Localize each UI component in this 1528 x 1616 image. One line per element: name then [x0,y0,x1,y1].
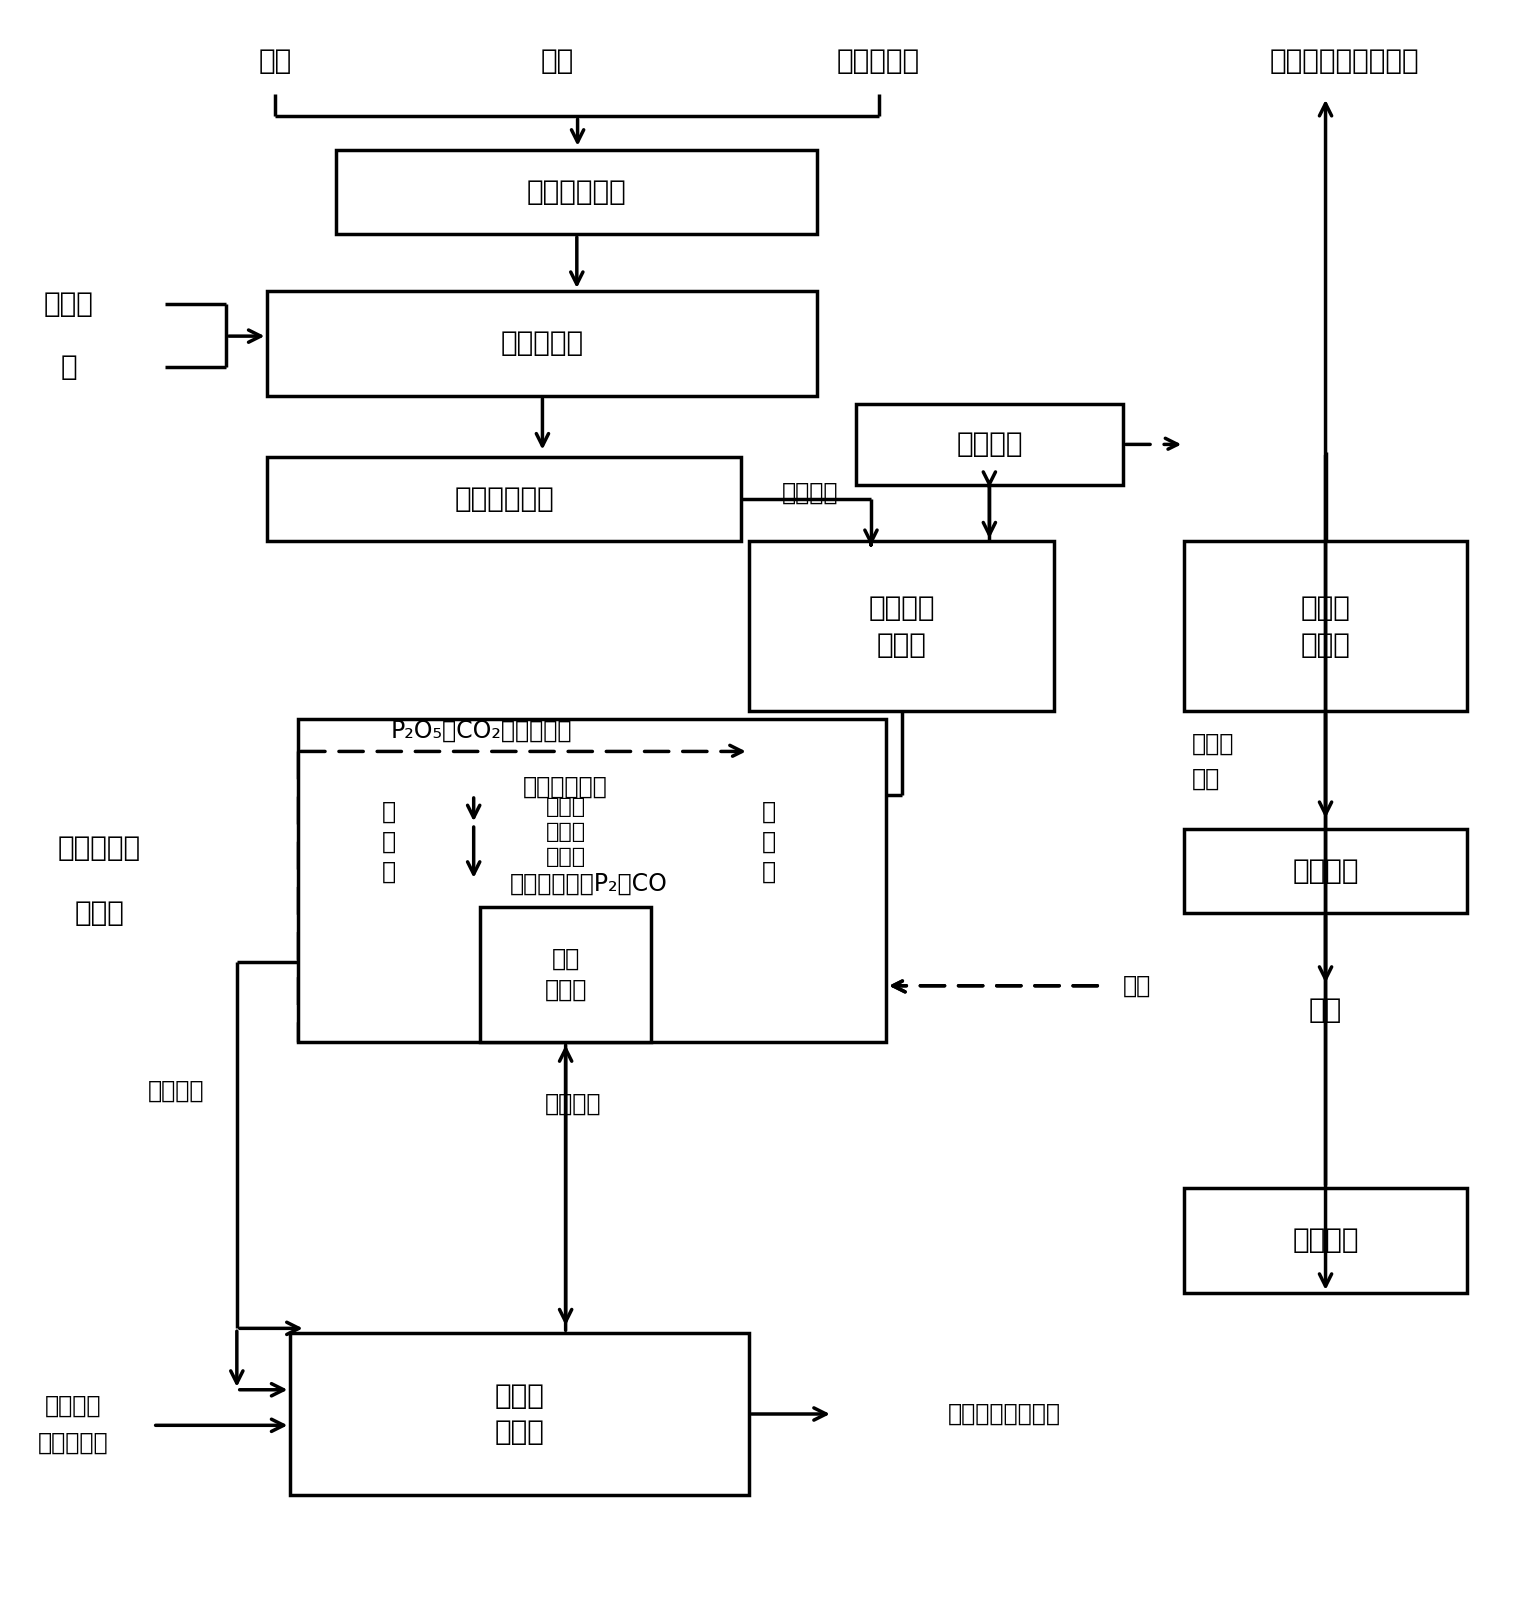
Text: 炭质还原剂: 炭质还原剂 [837,47,920,76]
Text: 磷酸精制: 磷酸精制 [1293,856,1358,886]
Bar [336,150,817,234]
Text: 磷矿: 磷矿 [258,47,292,76]
Bar [290,1333,749,1495]
Text: 部分回用，部分排放: 部分回用，部分排放 [1270,47,1420,76]
Text: 燃料、空气: 燃料、空气 [38,1432,108,1454]
Text: P₂O₅、CO₂等高温气体: P₂O₅、CO₂等高温气体 [391,719,571,742]
Bar [298,719,886,1042]
Text: 反应器: 反应器 [75,898,124,928]
Text: 旋风分离后的P₂、CO: 旋风分离后的P₂、CO [509,873,668,895]
Bar [267,457,741,541]
Text: 粒状物料: 粒状物料 [782,482,837,504]
Text: 硅石: 硅石 [541,47,575,76]
Bar [480,907,651,1042]
Text: 流体介质: 流体介质 [46,1395,101,1417]
Text: 预热粒状物料: 预热粒状物料 [523,776,608,798]
Text: 膨润土: 膨润土 [44,289,93,318]
Text: 粗磷酸: 粗磷酸 [1192,732,1235,755]
Bar [1184,1188,1467,1293]
Text: 磷矿流
化分解
还原区: 磷矿流 化分解 还原区 [545,797,585,868]
Text: 除尘净化: 除尘净化 [957,430,1022,459]
Text: 气、固
换热器: 气、固 换热器 [495,1382,544,1446]
Text: 燃料
燃烧区: 燃料 燃烧区 [544,947,587,1002]
Text: 氧
化
区: 氧 化 区 [761,800,776,884]
Bar [749,541,1054,711]
Text: 预热气体: 预热气体 [545,1092,602,1115]
Bar [1184,829,1467,913]
Text: 高温炉渣: 高温炉渣 [148,1079,203,1102]
Text: 循环酸
吸收器: 循环酸 吸收器 [1300,593,1351,659]
Text: 氧
化
区: 氧 化 区 [382,800,396,884]
Text: 水: 水 [61,352,76,381]
Text: 新型流化床: 新型流化床 [58,834,141,863]
Bar [267,291,817,396]
Bar [856,404,1123,485]
Text: 混匀、干燥: 混匀、干燥 [501,330,584,357]
Text: 冷却炉渣去制水泥: 冷却炉渣去制水泥 [947,1403,1060,1425]
Bar [1184,541,1467,711]
Text: 碱洗吸收: 碱洗吸收 [1293,1227,1358,1254]
Text: 磷酸: 磷酸 [1309,995,1342,1025]
Text: 尾气: 尾气 [1192,768,1219,790]
Text: 空气: 空气 [1123,974,1151,997]
Text: 二次破碎筛分: 二次破碎筛分 [454,485,555,514]
Text: 多级旋风
预热器: 多级旋风 预热器 [868,593,935,659]
Text: 一次破碎筛分: 一次破碎筛分 [527,178,626,207]
